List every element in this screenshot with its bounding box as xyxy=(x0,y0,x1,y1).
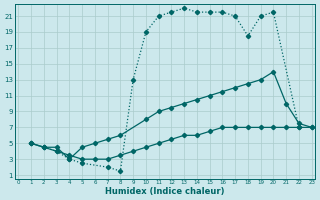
X-axis label: Humidex (Indice chaleur): Humidex (Indice chaleur) xyxy=(105,187,225,196)
